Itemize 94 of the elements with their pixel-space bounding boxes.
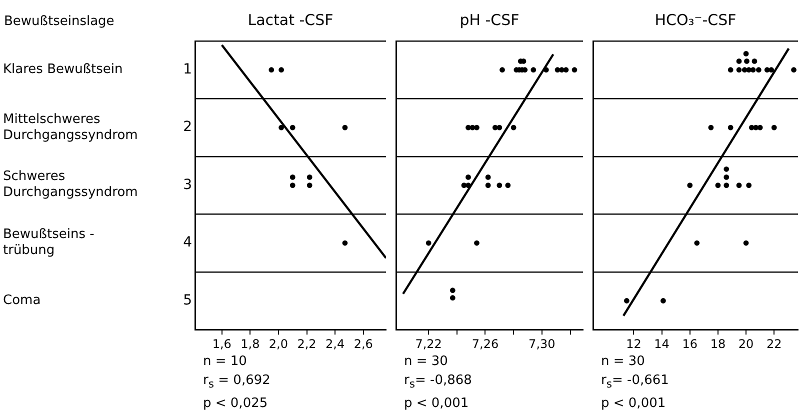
point <box>728 67 734 73</box>
x-tick-label: 22 <box>766 336 782 351</box>
point <box>496 182 502 188</box>
text: Schweres Durchgangssyndrom <box>3 169 138 202</box>
text: Coma <box>3 292 41 309</box>
chart-title: pH -CSF <box>460 10 520 29</box>
point <box>572 67 578 73</box>
point <box>342 240 348 246</box>
point <box>756 67 762 73</box>
text: n = 30 <box>601 354 645 369</box>
point <box>715 182 721 188</box>
text: Klares Bewußtsein <box>3 62 123 78</box>
point <box>474 240 480 246</box>
point <box>768 67 774 73</box>
point <box>559 67 564 73</box>
point <box>510 124 516 130</box>
text: r$_{s}$ = 0,692 <box>203 373 270 391</box>
point <box>290 124 296 130</box>
x-tick-label: 7,22 <box>415 336 442 351</box>
point <box>290 174 296 180</box>
x-tick-label: 16 <box>682 336 698 351</box>
x-tick-label: 7,30 <box>528 336 556 351</box>
point <box>752 58 758 64</box>
point <box>466 174 471 180</box>
point <box>724 174 730 180</box>
point <box>736 58 742 64</box>
point <box>563 67 569 73</box>
point <box>743 240 749 246</box>
y-tick-label: 2 <box>183 119 192 136</box>
point <box>530 67 536 73</box>
x-tick-label: 2,2 <box>297 336 316 351</box>
point <box>268 67 274 73</box>
point <box>474 124 480 130</box>
text: n = 30 <box>404 354 448 369</box>
text: p < 0,001 <box>404 396 469 411</box>
chart-title: Lactat -CSF <box>248 10 334 29</box>
chart-title: HCO₃⁻-CSF <box>654 10 736 29</box>
point <box>485 182 491 188</box>
point <box>485 174 491 180</box>
point <box>342 124 348 130</box>
point <box>450 288 456 294</box>
text: Bewußtseinslage <box>4 14 114 29</box>
x-tick-label: 18 <box>710 336 726 351</box>
point <box>736 182 742 188</box>
point <box>743 51 749 56</box>
y-tick-label: 1 <box>183 62 192 78</box>
text: r$_{s}$= -0,661 <box>601 373 669 391</box>
point <box>278 124 284 130</box>
point <box>450 295 456 301</box>
text: p < 0,025 <box>203 396 268 411</box>
x-tick-label: 2,0 <box>268 336 288 351</box>
point <box>687 182 693 188</box>
point <box>624 298 630 304</box>
point <box>694 240 700 246</box>
point <box>736 67 742 73</box>
point <box>543 67 549 73</box>
point <box>426 240 432 246</box>
point <box>724 166 730 172</box>
point <box>306 182 312 188</box>
point <box>744 58 750 64</box>
y-tick-label: 4 <box>183 234 192 251</box>
point <box>728 124 734 130</box>
point <box>290 182 296 188</box>
text: n = 10 <box>203 354 247 369</box>
x-tick-label: 14 <box>654 336 670 351</box>
point <box>742 67 748 73</box>
x-tick-label: 1,6 <box>212 336 232 351</box>
x-tick-label: 2,6 <box>354 336 373 351</box>
y-tick-label: 3 <box>183 176 192 193</box>
point <box>306 174 312 180</box>
point <box>500 67 505 73</box>
point <box>708 124 714 130</box>
point <box>505 182 511 188</box>
point <box>746 182 752 188</box>
x-tick-label: 7,26 <box>472 336 499 351</box>
point <box>492 124 498 130</box>
point <box>496 124 502 130</box>
point <box>278 67 284 73</box>
point <box>466 124 471 130</box>
point <box>771 124 777 130</box>
point <box>764 67 770 73</box>
point <box>660 298 666 304</box>
point <box>466 182 471 188</box>
text: p < 0,001 <box>601 396 666 411</box>
point <box>724 182 730 188</box>
text: Mittelschweres Durchgangssyndrom <box>3 112 138 144</box>
x-tick-label: 2,4 <box>326 336 345 351</box>
x-tick-label: 1,8 <box>240 336 260 351</box>
text: r$_{s}$= -0,868 <box>404 373 472 391</box>
y-tick-label: 5 <box>183 292 192 308</box>
text: Bewußtseins - trübung <box>3 227 94 260</box>
x-tick-label: 20 <box>738 336 754 351</box>
x-tick-label: 12 <box>626 336 642 351</box>
point <box>791 67 796 73</box>
